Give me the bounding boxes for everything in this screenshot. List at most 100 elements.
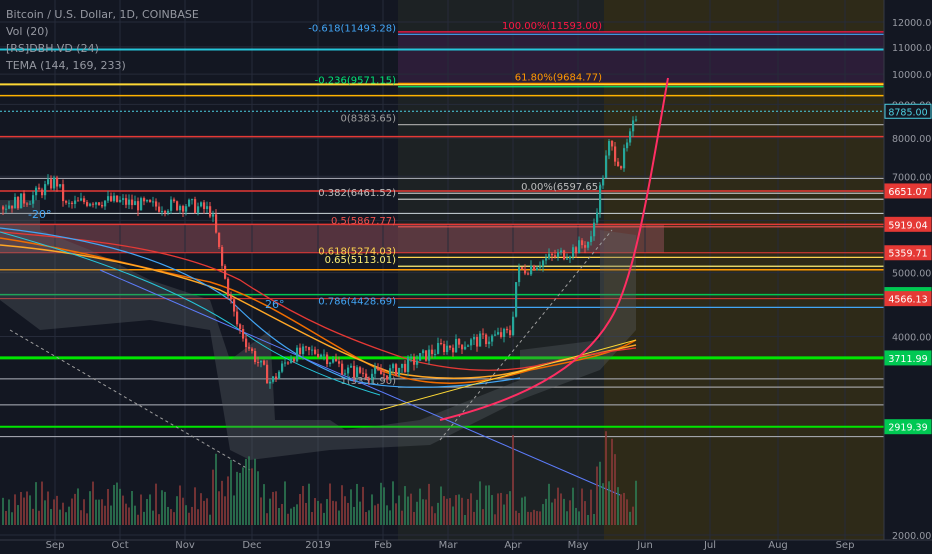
volume-bar [602,483,604,525]
volume-bar [452,506,454,525]
volume-bar [428,483,430,525]
candle-body [398,367,401,376]
volume-bar [623,492,625,525]
candle-body [71,202,74,204]
candle-body [482,333,485,335]
candle-body [335,358,338,362]
candle-body [506,328,509,331]
volume-bar [125,503,127,525]
volume-bar [218,491,220,525]
volume-bar [119,488,121,525]
volume-bar [14,494,16,525]
candle-body [2,206,5,210]
x-tick-9: Jun [636,540,653,550]
candle-body [113,195,116,202]
candle-body [539,266,542,268]
volume-bar [68,506,70,525]
legend-indicator-volume[interactable]: Vol (20) [6,25,49,38]
volume-bar [464,514,466,525]
volume-bar [140,494,142,525]
candle-body [125,198,128,205]
volume-bar [449,498,451,525]
volume-bar [107,488,109,525]
volume-bar [527,511,529,525]
volume-bar [17,505,19,525]
candle-body [11,205,14,209]
volume-bar [284,481,286,525]
volume-bar [425,499,427,525]
candle-body [533,265,536,271]
legend-symbol[interactable]: Bitcoin / U.S. Dollar, 1D, COINBASE [6,8,199,21]
volume-bar [191,506,193,525]
volume-bar [20,491,22,525]
volume-bar [626,499,628,525]
candle-body [371,373,374,381]
candle-body [422,350,425,354]
volume-bar [431,506,433,525]
volume-bar [29,495,31,525]
candle-body [635,119,638,121]
y-tick-1: 11000.00 [892,43,932,54]
candle-body [143,198,146,202]
volume-bar [500,492,502,525]
fib-ret-label-1: 61.80%(9684.77) [515,72,602,83]
volume-bar [23,497,25,525]
volume-bar [593,513,595,525]
candle-body [566,258,569,260]
volume-bar [143,511,145,525]
candle-body [251,348,254,351]
volume-bar [77,488,79,525]
volume-bar [254,458,256,525]
candle-body [593,222,596,237]
candle-body [104,200,107,207]
volume-bar [224,496,226,525]
volume-bar [5,510,7,525]
volume-bar [182,497,184,525]
volume-bar [362,486,364,525]
candle-body [131,199,134,206]
candle-body [275,376,278,379]
candle-body [161,211,164,213]
candle-body [446,345,449,353]
legend-indicator-tema[interactable]: TEMA (144, 169, 233) [6,59,126,72]
candle-body [542,260,545,267]
candle-body [137,201,140,211]
candle-body [47,179,50,185]
candle-body [110,196,113,202]
candle-body [158,206,161,212]
candle-body [536,267,539,271]
candle-body [311,349,314,351]
volume-bar [95,499,97,525]
volume-bar [134,505,136,525]
volume-bar [332,500,334,525]
volume-bar [536,511,538,525]
volume-bar [458,494,460,525]
volume-bar [401,510,403,525]
volume-bar [422,499,424,525]
candle-body [95,202,98,205]
volume-bar [347,502,349,525]
candle-body [323,354,326,356]
volume-bar [26,491,28,525]
legend-indicator-dbh[interactable]: [RS]DBH.VD (24) [6,42,99,55]
volume-bar [359,501,361,525]
candle-body [212,214,215,217]
volume-bar [83,499,85,525]
candle-body [146,199,149,202]
candle-body [353,365,356,378]
candle-body [197,206,200,213]
volume-bar [503,504,505,525]
candle-body [308,347,311,351]
fib-ext-label-8: 1(3351.90) [340,376,396,387]
candle-body [290,358,293,363]
volume-bar [485,485,487,525]
candle-body [284,362,287,364]
candle-body [44,184,47,196]
fib-ext-label-1: -0.236(9571.15) [315,76,396,87]
volume-bar [53,499,55,525]
candle-body [194,199,197,213]
volume-bar [569,500,571,525]
volume-bar [335,501,337,525]
